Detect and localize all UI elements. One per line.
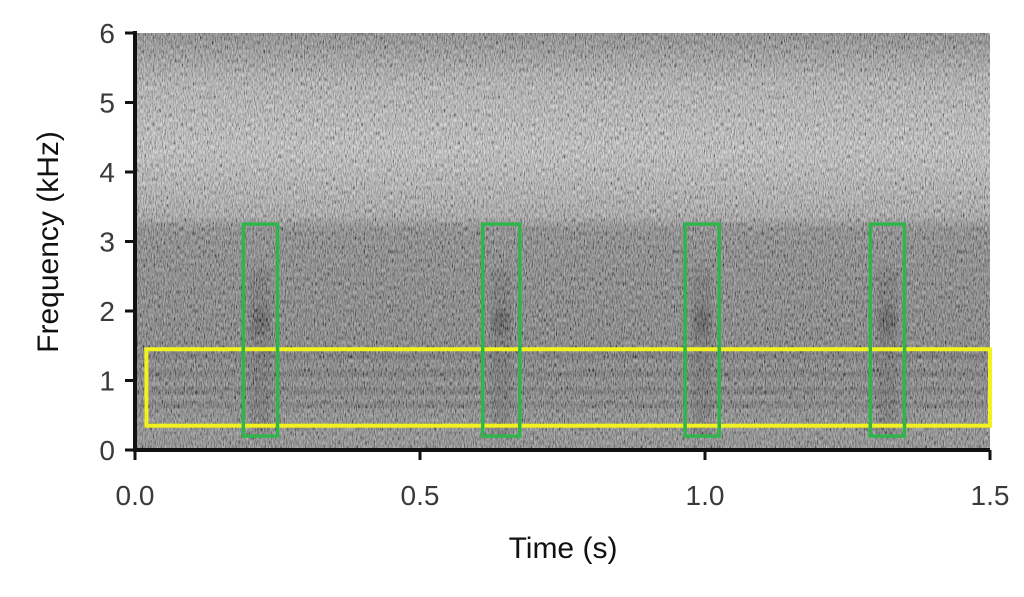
y-tick-label: 2 (99, 296, 115, 327)
axes: 0.0 0.5 1.0 1.5 0 1 2 3 4 5 6 (99, 18, 1009, 511)
x-tick-label: 1.0 (686, 480, 725, 511)
click-event-box (868, 222, 907, 438)
y-tick-label: 4 (99, 157, 115, 188)
y-ticks: 0 1 2 3 4 5 6 (99, 18, 135, 466)
x-tick-label: 0.5 (401, 480, 440, 511)
y-tick-label: 0 (99, 435, 115, 466)
x-tick-label: 0.0 (116, 480, 155, 511)
spectrogram-noise-texture (135, 33, 990, 450)
click-event-box (241, 222, 280, 438)
y-tick-label: 6 (99, 18, 115, 49)
x-axis-title: Time (s) (509, 532, 618, 565)
y-tick-label: 3 (99, 227, 115, 258)
x-ticks: 0.0 0.5 1.0 1.5 (116, 450, 1010, 511)
x-tick-label: 1.5 (971, 480, 1010, 511)
band-region-box (144, 347, 992, 428)
plot-area (135, 33, 990, 450)
annotation-boxes (144, 222, 992, 438)
y-tick-label: 5 (99, 88, 115, 119)
click-event-box (480, 222, 522, 438)
y-tick-label: 1 (99, 366, 115, 397)
y-axis-title: Frequency (kHz) (32, 131, 65, 353)
click-event-box (683, 222, 721, 438)
